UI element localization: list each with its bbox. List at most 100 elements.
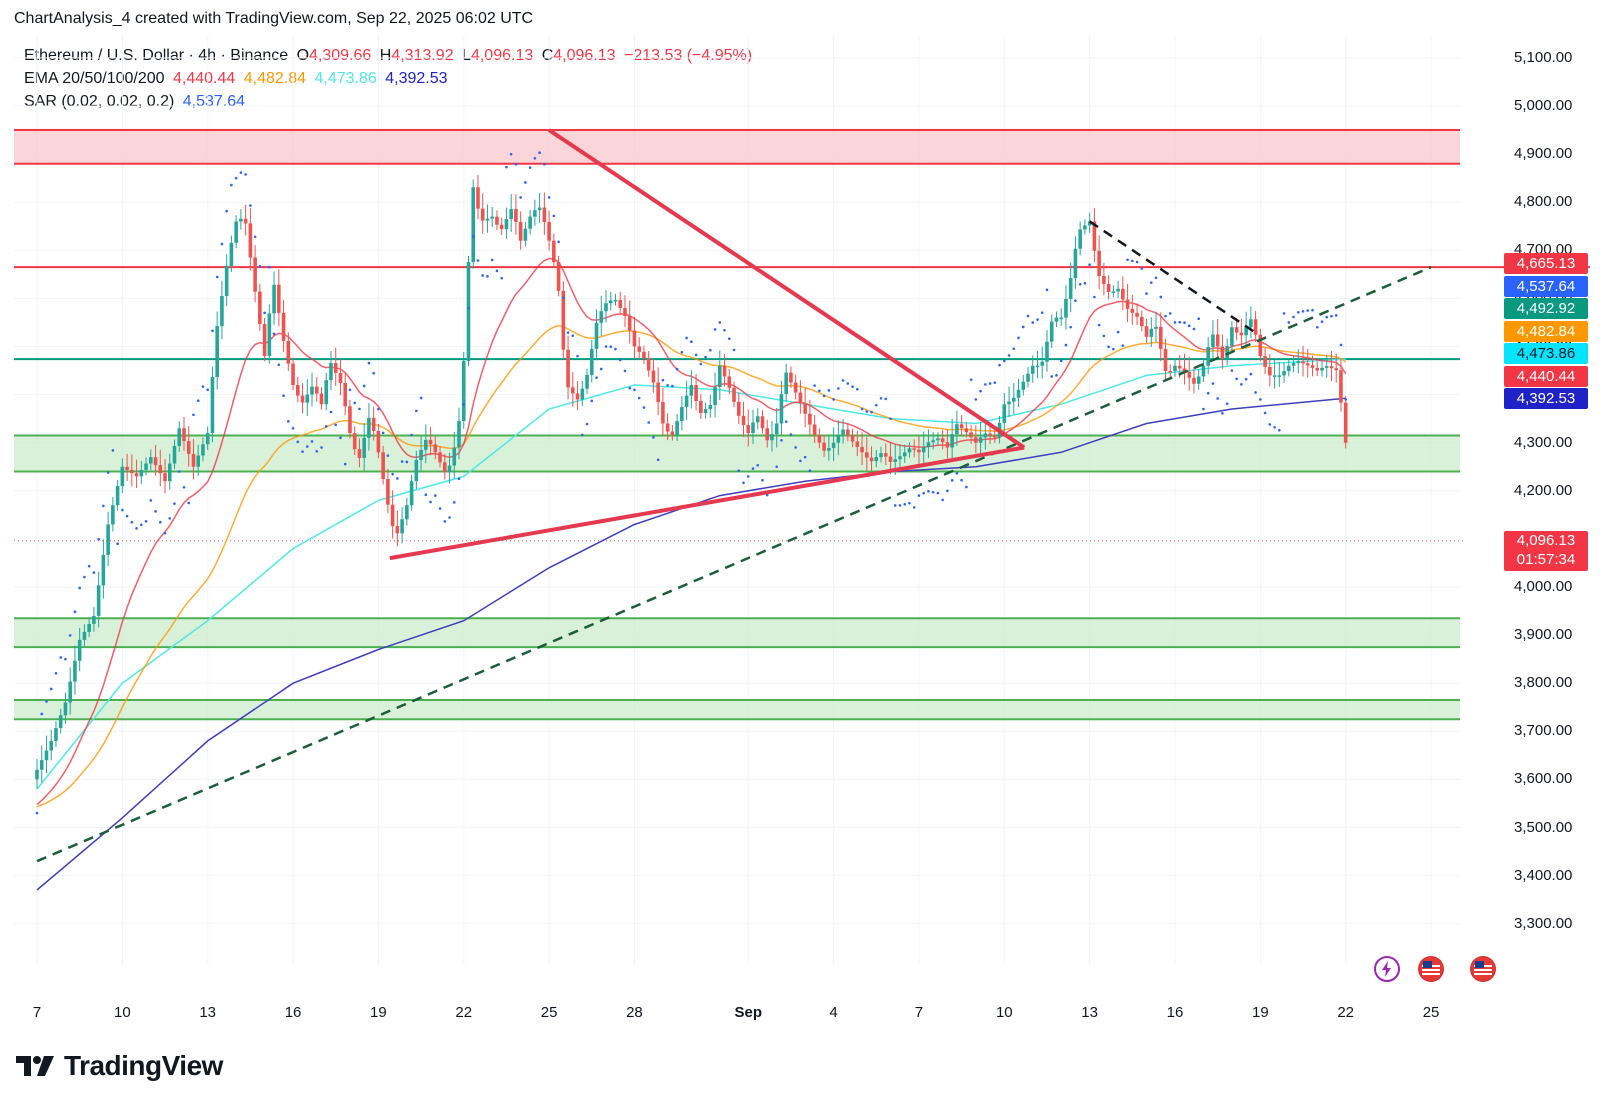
candle-body — [827, 448, 831, 451]
candle-body — [120, 466, 125, 486]
sar-dot — [514, 162, 518, 166]
sar-dot — [1131, 259, 1134, 263]
sar-dot — [452, 501, 456, 504]
sar-dot — [609, 345, 613, 349]
candle-body — [1291, 363, 1296, 366]
sar-dot — [1069, 325, 1072, 329]
candle-body — [917, 449, 921, 453]
sar-dot — [1088, 263, 1091, 267]
sar-dot — [291, 426, 295, 430]
candle-body — [1343, 402, 1348, 443]
candle-body — [272, 284, 276, 314]
sar-dot — [59, 656, 63, 659]
ema-legend[interactable]: EMA 20/50/100/200 4,440.44 4,482.84 4,47… — [24, 70, 452, 88]
candle-body — [623, 308, 627, 317]
sar-dot — [960, 478, 963, 482]
candle-body — [196, 455, 201, 467]
candle-body — [1021, 381, 1026, 390]
sar-dot — [1173, 321, 1177, 324]
candle-body — [452, 447, 457, 466]
sar-dot — [1074, 299, 1077, 302]
lightning-icon[interactable] — [1374, 956, 1400, 982]
candle-body — [784, 372, 788, 395]
candle-body — [314, 386, 319, 394]
candle-body — [793, 382, 798, 393]
sar-dot — [1306, 309, 1310, 312]
sar-dot — [784, 420, 788, 423]
sar-dot — [566, 331, 570, 334]
candle-body — [229, 242, 234, 266]
sar-dot — [1301, 310, 1305, 313]
candle-body — [167, 463, 172, 482]
candle-body — [115, 485, 120, 506]
sar-dot — [1192, 327, 1196, 331]
candle-body — [993, 435, 997, 438]
sar-dot — [789, 433, 793, 436]
candle-body — [329, 362, 333, 381]
sar-dot — [158, 520, 162, 524]
sar-dot — [618, 358, 622, 362]
price-tick: 3,500.00 — [1514, 818, 1573, 836]
us-flag-event-icon[interactable] — [1418, 956, 1444, 982]
sar-dot — [576, 354, 579, 358]
candle-body — [92, 615, 96, 624]
candle-body — [1144, 326, 1149, 337]
sar-dot — [135, 527, 138, 530]
sar-dot — [1112, 347, 1115, 351]
candle-body — [1007, 401, 1011, 405]
time-tick: Sep — [734, 1004, 763, 1021]
symbol-name[interactable]: Ethereum / U.S. Dollar · 4h · Binance — [24, 47, 289, 64]
sar-dot — [140, 523, 143, 527]
sar-dot — [1334, 314, 1338, 317]
sar-dot — [870, 410, 873, 414]
sar-dot — [476, 259, 480, 262]
sar-dot — [1121, 344, 1125, 347]
candle-body — [727, 376, 732, 388]
sar-dot — [1183, 321, 1186, 324]
candle-body — [1220, 346, 1225, 359]
candle-body — [1268, 366, 1272, 376]
triangle-descending-trendline — [547, 128, 1026, 450]
sar-dot — [974, 398, 978, 401]
candle-body — [1282, 371, 1286, 376]
sar-dot — [841, 379, 845, 382]
candle-body — [186, 441, 191, 454]
sar-dot — [1154, 276, 1158, 280]
candle-body — [746, 425, 751, 434]
candle-body — [703, 409, 708, 414]
time-tick: 10 — [995, 1004, 1013, 1021]
candle-body — [1196, 376, 1201, 384]
tradingview-logo[interactable]: TradingView — [16, 1050, 223, 1082]
candle-body — [480, 208, 485, 221]
tradingview-wordmark: TradingView — [64, 1050, 223, 1081]
sar-dot — [353, 401, 356, 405]
sar-dot — [680, 350, 684, 354]
candle-body — [831, 442, 836, 449]
symbol-legend: Ethereum / U.S. Dollar · 4h · Binance O4… — [24, 47, 756, 65]
sar-dot — [799, 459, 802, 463]
candle-body — [1177, 365, 1182, 369]
time-tick: 7 — [914, 1004, 924, 1021]
candle-body — [926, 442, 931, 447]
sar-dot — [1050, 375, 1054, 378]
sar-dot — [467, 306, 470, 310]
candle-body — [1315, 367, 1320, 371]
candle-body — [1334, 368, 1339, 371]
sar-dot — [211, 329, 214, 333]
sar-dot — [832, 398, 835, 401]
candle-body — [409, 481, 414, 506]
candle-body — [1239, 332, 1244, 336]
candle-body — [1230, 327, 1234, 346]
sar-dot — [419, 396, 423, 400]
sar-dot — [656, 458, 660, 462]
candle-body — [248, 223, 253, 258]
sar-dot — [358, 407, 361, 411]
short-descending-trendline — [1088, 220, 1256, 334]
candle-body — [665, 423, 670, 432]
candle-body — [661, 402, 665, 424]
ema50-line — [36, 324, 1347, 808]
candle-body — [613, 300, 618, 302]
us-flag-event-icon-2[interactable] — [1470, 956, 1496, 982]
sar-dot — [348, 388, 352, 392]
